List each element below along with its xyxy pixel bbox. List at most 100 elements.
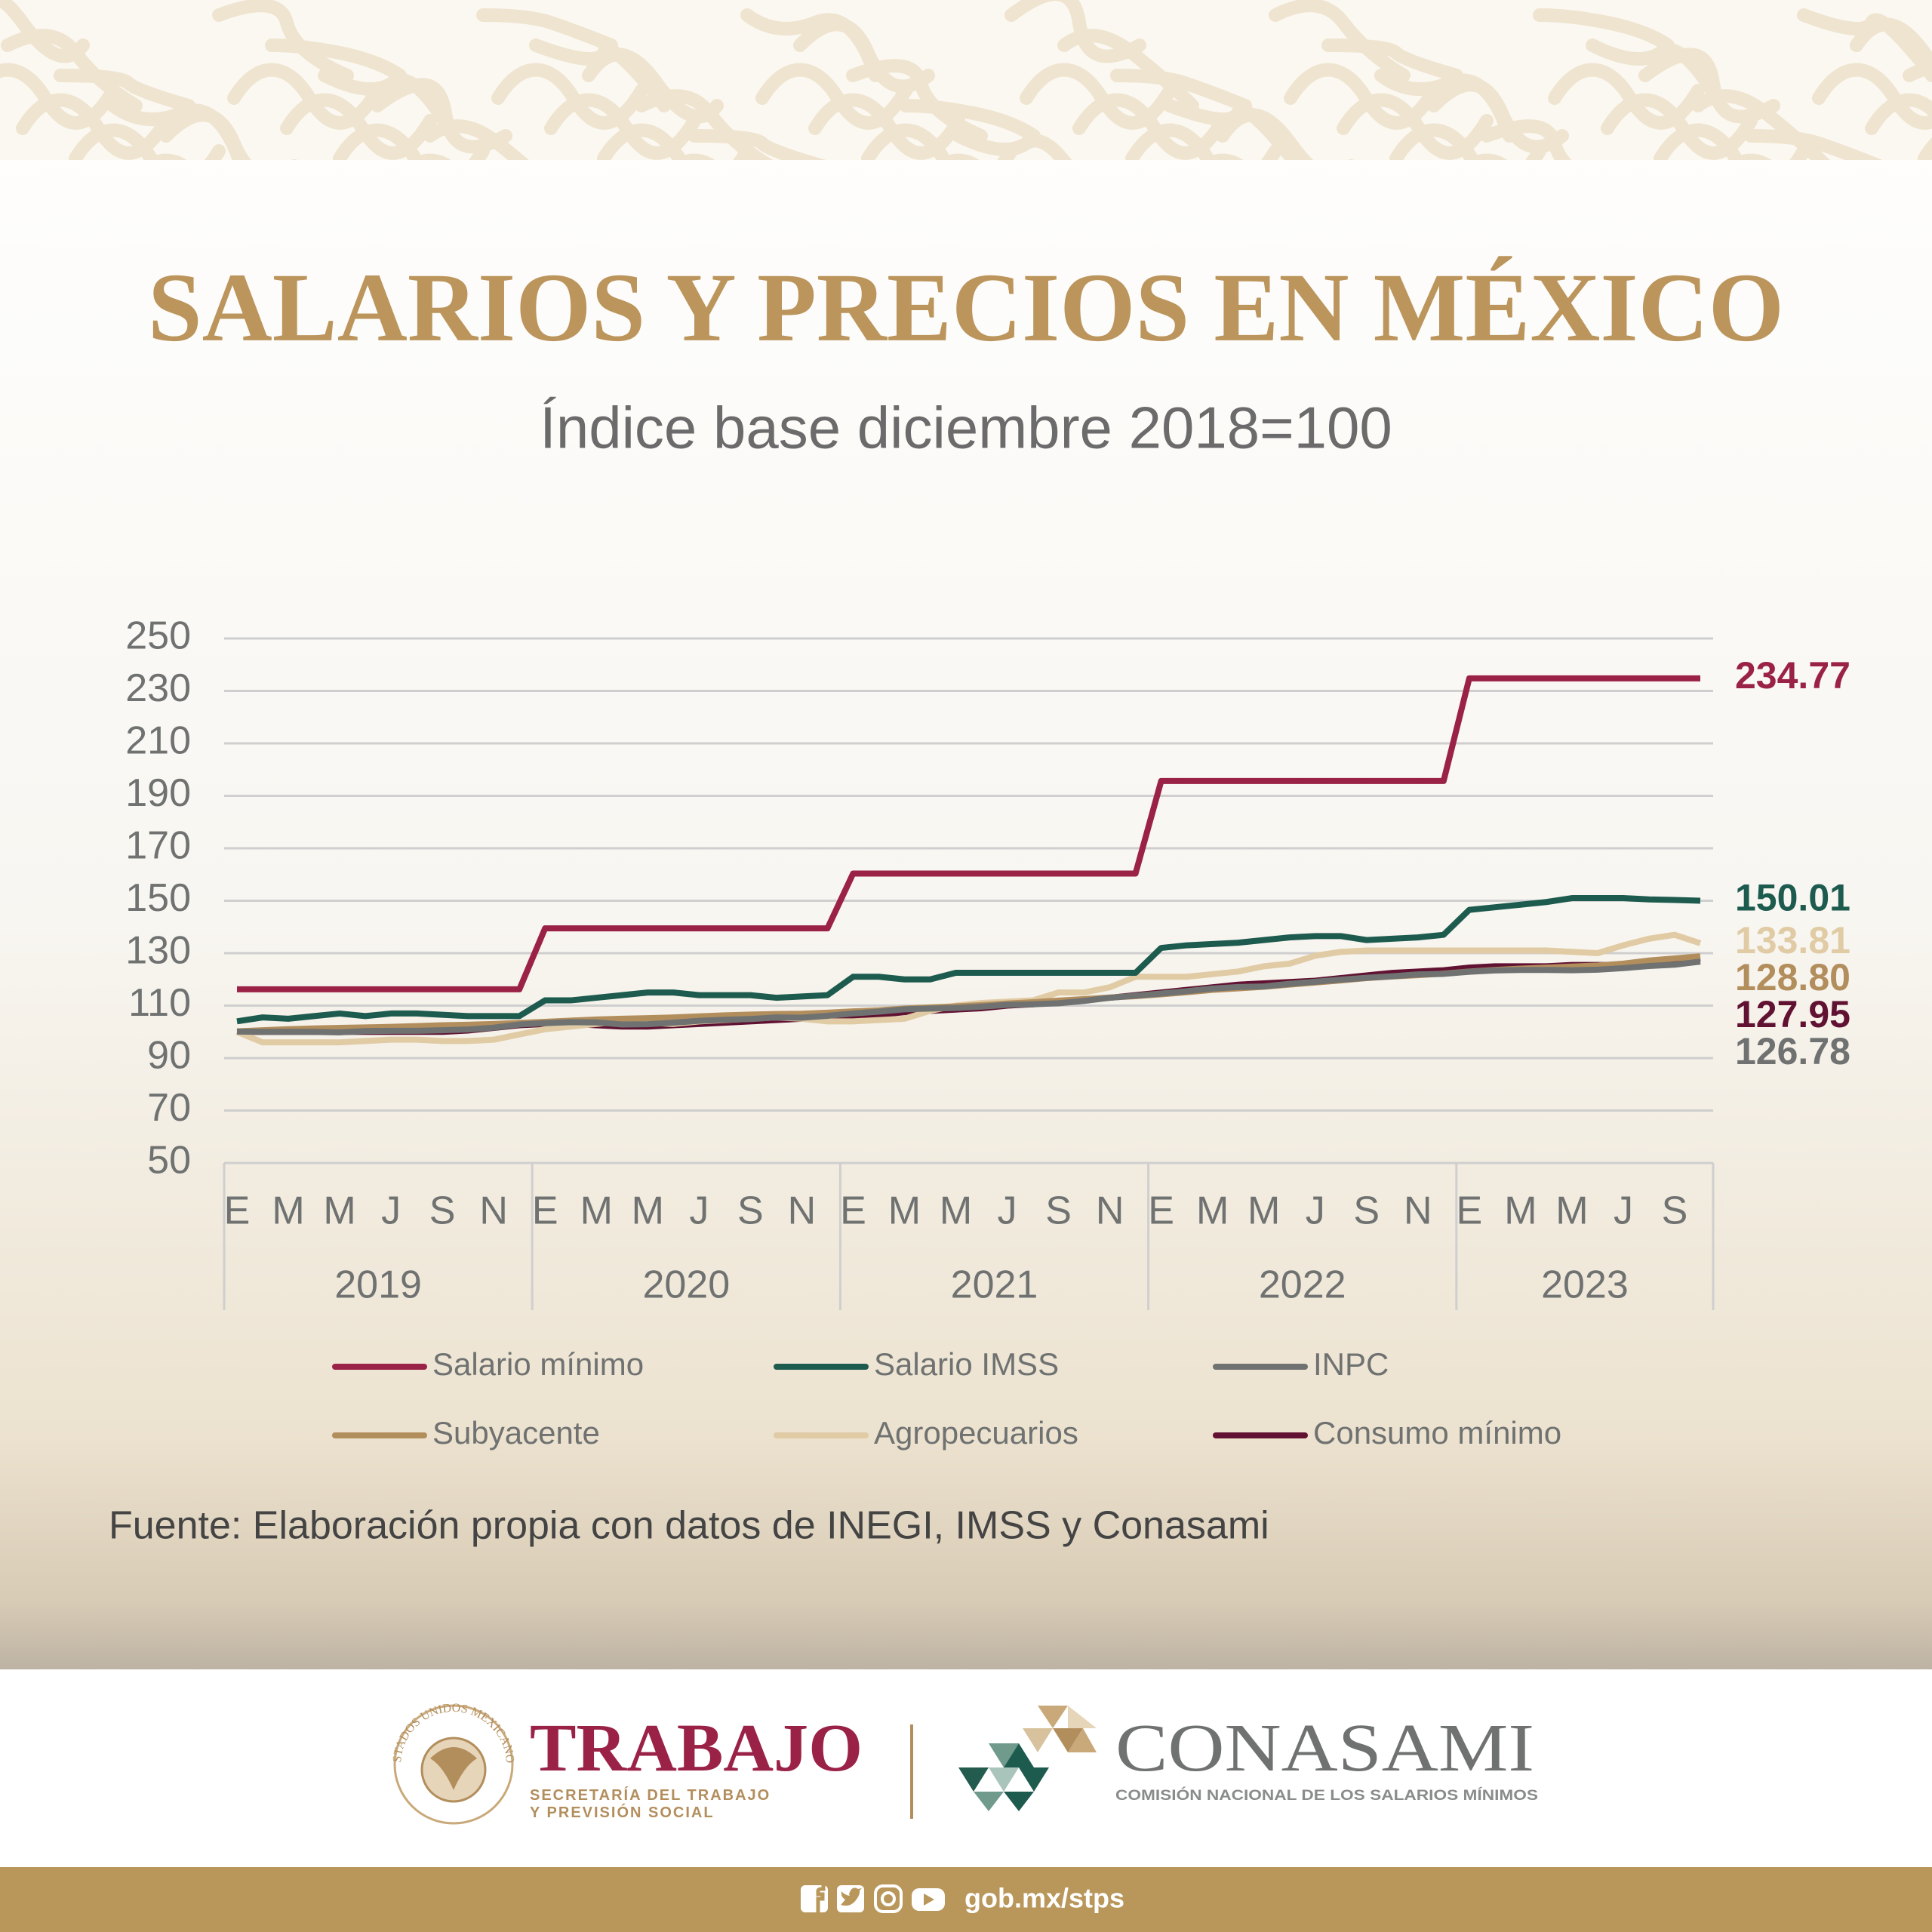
x-tick-label: E bbox=[840, 1189, 866, 1233]
pattern-stroke bbox=[635, 89, 774, 160]
x-tick-label: J bbox=[381, 1189, 401, 1233]
twitter-glyph bbox=[841, 1887, 862, 1906]
pattern-stroke bbox=[1533, 8, 1675, 52]
x-tick-label: M bbox=[1504, 1189, 1537, 1233]
x-tick-label: M bbox=[580, 1189, 613, 1233]
pattern-stroke bbox=[1744, 129, 1883, 160]
x-tick-label: S bbox=[737, 1189, 764, 1233]
footer-url[interactable]: gob.mx/stps bbox=[964, 1883, 1124, 1914]
y-tick-label: 250 bbox=[125, 614, 191, 658]
year-label: 2021 bbox=[951, 1263, 1038, 1307]
end-value-label: 127.95 bbox=[1735, 993, 1850, 1035]
end-value-label: 234.77 bbox=[1735, 654, 1850, 697]
pattern-stroke bbox=[423, 119, 529, 160]
x-tick-label: J bbox=[1306, 1189, 1325, 1233]
x-tick-label: S bbox=[1662, 1189, 1688, 1233]
legend-label: Consumo mínimo bbox=[1313, 1415, 1561, 1451]
youtube-glyph bbox=[924, 1894, 934, 1906]
facebook-icon[interactable] bbox=[801, 1885, 828, 1912]
year-label: 2020 bbox=[642, 1263, 730, 1307]
x-tick-label: E bbox=[224, 1189, 251, 1233]
series-line bbox=[236, 958, 1701, 1035]
y-tick-label: 90 bbox=[147, 1034, 191, 1078]
legend-label: Salario IMSS bbox=[874, 1346, 1059, 1382]
legend-label: Agropecuarios bbox=[874, 1415, 1078, 1451]
x-tick-label: E bbox=[1456, 1189, 1482, 1233]
pattern bbox=[0, 0, 1932, 160]
x-tick-label: M bbox=[1196, 1189, 1229, 1233]
facebook-glyph bbox=[816, 1885, 826, 1912]
trabajo-line: Y PREVISIÓN SOCIAL bbox=[530, 1803, 715, 1821]
y-tick-label: 210 bbox=[125, 719, 191, 763]
pattern-stroke bbox=[1865, 93, 1932, 135]
bottom-bar bbox=[0, 1867, 1932, 1932]
pattern-stroke bbox=[1321, 38, 1463, 82]
x-tick-label: M bbox=[1247, 1189, 1280, 1233]
instagram-glyph bbox=[881, 1891, 896, 1906]
y-tick-label: 110 bbox=[128, 981, 191, 1025]
series-line bbox=[237, 675, 1700, 992]
x-tick-label: J bbox=[689, 1189, 709, 1233]
year-label: 2023 bbox=[1541, 1263, 1629, 1307]
pattern-stroke bbox=[952, 129, 1072, 160]
chart-title: SALARIOS Y PRECIOS EN MÉXICO bbox=[148, 254, 1784, 362]
pattern-stroke bbox=[1638, 48, 1780, 124]
y-tick-label: 50 bbox=[147, 1139, 191, 1183]
x-tick-label: M bbox=[272, 1189, 304, 1233]
pattern-stroke bbox=[846, 59, 988, 143]
x-tick-label: N bbox=[479, 1189, 508, 1233]
y-tick-label: 170 bbox=[125, 824, 191, 868]
pattern-stroke bbox=[1, 29, 143, 112]
x-tick-label: S bbox=[429, 1189, 456, 1233]
instagram-icon[interactable] bbox=[874, 1884, 903, 1913]
conasami-mark bbox=[958, 1706, 1097, 1811]
conasami-name: CONASAMI bbox=[1115, 1711, 1534, 1786]
pattern-stroke bbox=[54, 69, 195, 112]
pattern-stroke bbox=[899, 99, 1041, 143]
pattern-stroke bbox=[1004, 0, 1146, 63]
pattern-stroke bbox=[1110, 69, 1252, 112]
source-note: Fuente: Elaboración propia con datos de … bbox=[109, 1504, 1269, 1548]
y-tick-label: 130 bbox=[125, 929, 191, 973]
x-tick-label: J bbox=[998, 1189, 1017, 1233]
x-tick-label: M bbox=[888, 1189, 921, 1233]
pattern-stroke bbox=[1480, 119, 1572, 160]
pattern-stroke bbox=[1850, 17, 1932, 73]
year-label: 2019 bbox=[334, 1263, 422, 1307]
legend-label: INPC bbox=[1313, 1346, 1389, 1382]
end-value-label: 126.78 bbox=[1735, 1030, 1850, 1072]
pattern-stroke bbox=[1216, 108, 1355, 160]
series-line bbox=[236, 895, 1701, 1025]
seal-eagle-shape bbox=[430, 1747, 477, 1790]
x-tick-label: N bbox=[1404, 1189, 1432, 1233]
pattern-stroke bbox=[582, 48, 724, 124]
trabajo-line: SECRETARÍA DEL TRABAJO bbox=[530, 1786, 771, 1804]
x-tick-label: M bbox=[632, 1189, 664, 1233]
y-tick-label: 230 bbox=[125, 666, 191, 710]
pattern-stroke bbox=[159, 108, 298, 160]
pattern-stroke bbox=[688, 129, 826, 160]
pattern-stroke bbox=[318, 69, 460, 143]
y-tick-label: 190 bbox=[125, 771, 191, 815]
x-tick-label: E bbox=[1148, 1189, 1174, 1233]
x-tick-label: N bbox=[1096, 1189, 1124, 1233]
trabajo-name: TRABAJO bbox=[530, 1711, 863, 1786]
x-tick-label: M bbox=[940, 1189, 972, 1233]
pattern-stroke bbox=[1427, 78, 1569, 154]
end-value-label: 133.81 bbox=[1735, 919, 1850, 961]
x-tick-label: J bbox=[1614, 1189, 1633, 1233]
pattern-stroke bbox=[265, 38, 407, 82]
pattern-stroke bbox=[212, 0, 354, 82]
x-tick-label: E bbox=[532, 1189, 558, 1233]
x-tick-label: S bbox=[1045, 1189, 1072, 1233]
y-tick-label: 70 bbox=[147, 1086, 191, 1130]
end-value-label: 150.01 bbox=[1735, 877, 1850, 919]
pattern-stroke bbox=[0, 0, 90, 63]
conasami-subtitle: COMISIÓN NACIONAL DE LOS SALARIOS MÍNIMO… bbox=[1115, 1787, 1538, 1804]
background bbox=[0, 0, 1932, 1669]
year-label: 2022 bbox=[1259, 1263, 1346, 1307]
pattern-stroke bbox=[793, 17, 935, 94]
